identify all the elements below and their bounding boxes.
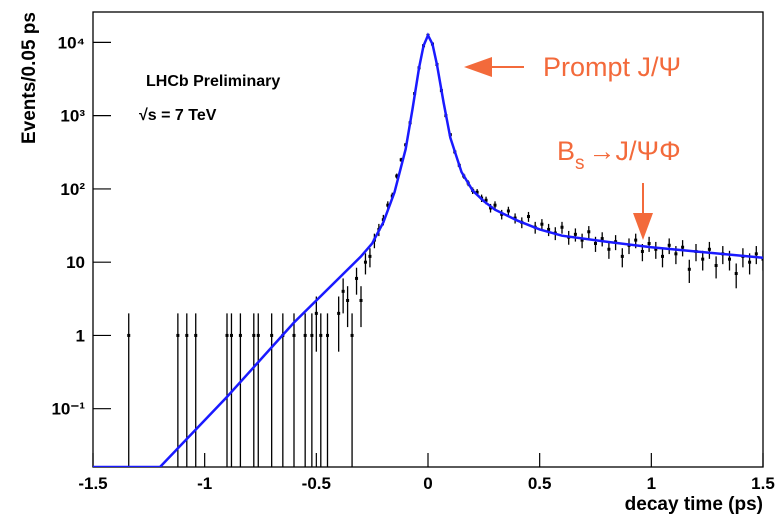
annotation-part: s [575, 153, 585, 174]
data-point [127, 333, 131, 337]
data-point [748, 260, 752, 264]
data-point [225, 333, 229, 337]
data-point [587, 230, 591, 234]
data-point [484, 198, 488, 202]
data-point [359, 298, 363, 302]
data-point [506, 209, 510, 213]
x-tick-label: -0.5 [302, 474, 331, 493]
data-point [734, 272, 738, 276]
data-point [270, 333, 274, 337]
annotation: Prompt J/Ψ [543, 52, 681, 82]
data-point [363, 260, 367, 264]
data-point [674, 252, 678, 256]
x-tick-label: -1.5 [78, 474, 107, 493]
y-tick-label: 10⁴ [58, 33, 85, 52]
x-tick-label: 1 [647, 474, 656, 493]
data-point [399, 158, 403, 162]
data-point [326, 333, 329, 337]
data-point [640, 249, 644, 253]
data-point [310, 333, 314, 337]
data-point [314, 311, 318, 315]
data-point [238, 333, 242, 337]
y-tick-label: 10² [60, 180, 85, 199]
data-point [594, 241, 597, 245]
data-point [634, 238, 638, 242]
data-point [667, 243, 671, 247]
data-point [194, 333, 198, 337]
data-point [292, 333, 296, 337]
data-point [229, 333, 233, 337]
data-point [607, 247, 611, 251]
data-point [386, 203, 390, 207]
data-point [176, 333, 180, 337]
data-point [493, 203, 497, 207]
y-tick-label: 10⁻¹ [51, 400, 85, 419]
data-point [527, 215, 530, 219]
bs-arrow [633, 183, 653, 240]
x-tick-label: -1 [197, 474, 212, 493]
annotation: √s = 7 TeV [139, 107, 217, 124]
data-point [475, 190, 479, 194]
data-point [319, 333, 323, 337]
data-point [573, 232, 577, 236]
data-point [687, 267, 691, 271]
data-point [368, 254, 372, 258]
data-point [620, 254, 624, 258]
data-point [252, 333, 256, 337]
data-point [513, 216, 517, 220]
x-axis-title: decay time (ps) [625, 494, 763, 515]
data-point [661, 254, 664, 258]
data-point [761, 257, 763, 261]
data-point [580, 238, 584, 242]
data-point [355, 276, 359, 280]
y-axis-title: Events/0.05 ps [19, 12, 40, 144]
data-point [547, 227, 551, 231]
y-tick-label: 10 [66, 253, 85, 272]
data-point [540, 222, 544, 226]
data-point [303, 333, 307, 337]
x-tick-label: 1.5 [751, 474, 775, 493]
data-point [681, 245, 685, 249]
data-point [647, 241, 651, 245]
data-point [714, 264, 718, 268]
data-point [256, 333, 260, 337]
prompt-arrow [464, 57, 524, 77]
data-point [395, 174, 399, 178]
x-tick-label: 0.5 [528, 474, 552, 493]
data-point [489, 206, 493, 210]
annotation-part: B [557, 136, 575, 166]
data-point [560, 225, 564, 229]
data-point [341, 289, 345, 293]
y-tick-label: 10³ [60, 107, 85, 126]
data-point [701, 257, 705, 261]
annotation: Bs →J/ΨΦ [557, 136, 681, 174]
data-point [728, 257, 731, 261]
data-point [350, 333, 354, 337]
annotation-part: →J/ΨΦ [589, 136, 681, 166]
data-point [600, 237, 604, 241]
fit-curve [93, 32, 763, 467]
y-tick-label: 1 [76, 326, 85, 345]
data-point [754, 252, 758, 256]
data-point [707, 247, 711, 251]
plot-area [93, 32, 763, 467]
data-point [346, 298, 350, 302]
x-tick-label: 0 [423, 474, 432, 493]
data-point [185, 333, 189, 337]
data-point [337, 311, 341, 315]
annotation: LHCb Preliminary [146, 73, 280, 90]
data-point [654, 247, 658, 251]
